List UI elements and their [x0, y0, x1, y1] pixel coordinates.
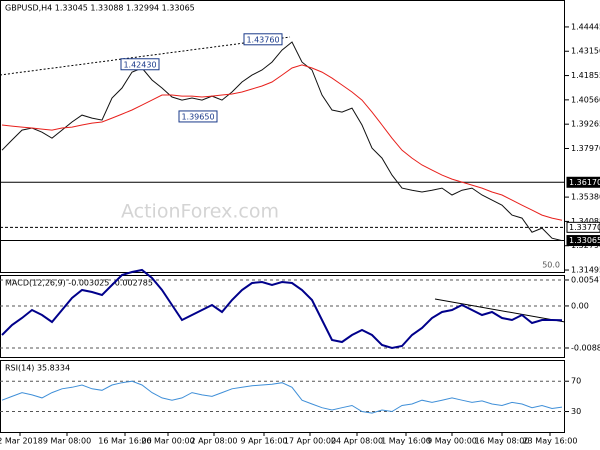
x-tick-label: 17 Apr 00:00 [284, 437, 336, 446]
level-label: 1.36170 [569, 178, 600, 187]
x-tick-label: 9 Mar 08:00 [43, 437, 91, 446]
trendline [0, 36, 291, 76]
series-line [1, 268, 563, 350]
series-line [1, 380, 563, 414]
watermark: ActionForex.com [121, 201, 279, 223]
y-tick-label: 0.00 [571, 301, 589, 310]
y-tick-label: -0.00886 [571, 343, 600, 352]
level-box [566, 176, 600, 188]
level-label: 1.33065 [569, 236, 600, 245]
y-tick-label: 1.43150 [571, 47, 600, 56]
y-tick-label: 0.00547 [571, 275, 600, 284]
panel-title: MACD(12,26,9) -0.003025 -0.002785 [5, 279, 153, 288]
y-tick-label: 30 [571, 407, 581, 416]
note: 50.0 [542, 261, 560, 270]
annotation-label: 1.43760 [246, 35, 279, 44]
x-tick-label: 1 May 16:00 [381, 437, 431, 446]
x-tick-label: 24 Apr 08:00 [331, 437, 383, 446]
x-tick-label: 2 Mar 2018 [0, 437, 43, 446]
trendline [434, 298, 566, 323]
y-tick-label: 1.40560 [571, 95, 600, 104]
level-box [566, 235, 600, 247]
x-tick-label: 23 May 16:00 [523, 437, 578, 446]
annotation-box [243, 33, 283, 46]
x-tick-label: 2 Apr 08:00 [190, 437, 237, 446]
series-line [1, 41, 563, 242]
annotation-label: 1.42430 [123, 60, 156, 69]
annotation-box [178, 110, 218, 123]
y-tick-label: 1.37970 [571, 144, 600, 153]
x-tick-label: 16 Mar 16:00 [98, 437, 151, 446]
y-tick-label: 1.34085 [571, 217, 600, 226]
y-tick-label: 1.41855 [571, 71, 600, 80]
panel-title: RSI(14) 35.8334 [5, 364, 70, 373]
annotation-box [120, 58, 160, 71]
x-tick-label: 26 Mar 00:00 [141, 437, 194, 446]
series-line [1, 64, 563, 221]
x-tick-label: 9 Apr 16:00 [240, 437, 287, 446]
panel-frame [0, 275, 565, 358]
x-tick-label: 16 May 08:00 [475, 437, 530, 446]
level-label: 1.33770 [569, 223, 600, 232]
panel-frame [0, 0, 565, 273]
annotation-label: 1.39650 [181, 112, 214, 121]
y-tick-label: 1.35380 [571, 193, 600, 202]
panel-title: GBPUSD,H4 1.33045 1.33088 1.32994 1.3306… [5, 4, 195, 13]
y-tick-label: 1.44445 [571, 22, 600, 31]
x-tick-label: 9 May 00:00 [427, 437, 477, 446]
panel-frame [0, 360, 565, 433]
level-box [566, 221, 600, 233]
y-tick-label: 70 [571, 377, 581, 386]
y-tick-label: 1.39265 [571, 120, 600, 129]
y-tick-label: 1.31495 [571, 266, 600, 275]
